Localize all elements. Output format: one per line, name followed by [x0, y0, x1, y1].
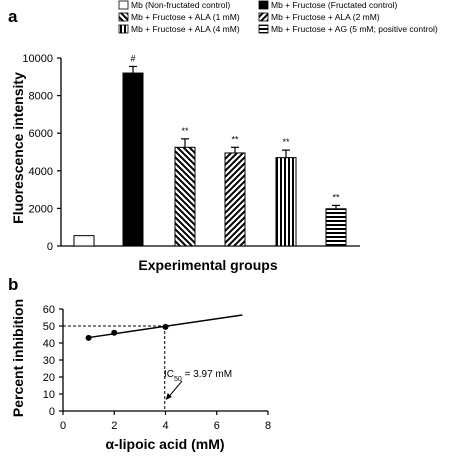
- panel-b-label: b: [8, 275, 18, 294]
- legend-label: Mb + Fructose (Fructated control): [271, 0, 398, 10]
- y-tick-label: 6000: [29, 128, 53, 140]
- legend-swatch: [258, 12, 269, 22]
- x-ticks: 0 2 4 6 8: [60, 411, 271, 432]
- x-axis-label: α-lipoic acid (mM): [105, 436, 224, 452]
- panel-a: a Mb (Non-fructated control) Mb + Fructos…: [8, 0, 438, 273]
- bars: # ** ** ** **: [73, 53, 347, 247]
- legend-label: Mb + Fructose + ALA (1 mM): [131, 12, 240, 22]
- y-tick-label: 8000: [29, 91, 53, 103]
- bar: [325, 208, 347, 247]
- data-point: [162, 323, 169, 330]
- y-tick-label: 4000: [29, 166, 53, 178]
- significance-marker: #: [130, 53, 135, 63]
- legend-swatch: [258, 24, 269, 34]
- plot-area: [63, 314, 243, 411]
- x-tick-label: 4: [162, 420, 168, 432]
- y-axis-label: Percent inhibition: [10, 299, 26, 417]
- ic50-arrowhead: [165, 393, 172, 400]
- significance-marker: **: [282, 137, 290, 147]
- data-point: [111, 329, 118, 336]
- legend: Mb (Non-fructated control) Mb + Fructose …: [118, 0, 438, 34]
- legend-label: Mb (Non-fructated control): [131, 0, 230, 10]
- legend-label: Mb + Fructose + ALA (4 mM): [131, 24, 240, 34]
- bar: [73, 235, 95, 247]
- y-ticks: 0 2000 4000 6000 8000 10000: [22, 53, 61, 253]
- y-tick-label: 50: [43, 321, 55, 333]
- ic50-annotation: IC50 = 3.97 mM: [164, 369, 232, 383]
- y-tick-label: 60: [43, 304, 55, 316]
- significance-marker: **: [181, 126, 189, 136]
- data-point: [85, 334, 92, 341]
- y-axis-label: Fluorescence intensity: [10, 72, 26, 224]
- significance-marker: **: [332, 192, 340, 202]
- ic50-arrow: [167, 380, 183, 399]
- y-tick-label: 30: [43, 355, 55, 367]
- ic50-subscript: 50: [174, 376, 182, 383]
- y-tick-label: 20: [43, 372, 55, 384]
- x-tick-label: 6: [214, 420, 220, 432]
- panel-b: b Percent inhibition 0 10 20 30 40 50 60 0 2 4 6 8…: [8, 275, 271, 452]
- y-tick-label: 40: [43, 338, 55, 350]
- y-tick-label: 2000: [29, 203, 53, 215]
- y-ticks: 0 10 20 30 40 50 60: [43, 304, 63, 418]
- bar: [174, 146, 196, 247]
- bar: [122, 72, 144, 247]
- x-tick-label: 2: [111, 420, 117, 432]
- legend-swatch: [258, 0, 269, 10]
- x-axis-label: Experimental groups: [138, 257, 277, 273]
- significance-marker: **: [231, 134, 239, 144]
- x-tick-label: 0: [60, 420, 66, 432]
- x-tick-label: 8: [265, 420, 271, 432]
- ic50-prefix: IC: [164, 369, 174, 380]
- legend-swatch: [118, 0, 129, 10]
- panel-a-label: a: [8, 7, 18, 26]
- legend-label: Mb + Fructose + AG (5 mM; positive contr…: [271, 24, 438, 34]
- y-tick-label: 10: [43, 389, 55, 401]
- ic50-suffix: = 3.97 mM: [182, 369, 232, 380]
- y-tick-label: 0: [47, 241, 53, 253]
- legend-label: Mb + Fructose + ALA (2 mM): [271, 12, 380, 22]
- bar: [224, 152, 246, 247]
- bar: [275, 157, 297, 247]
- legend-swatch: [118, 12, 129, 22]
- legend-swatch: [118, 24, 129, 34]
- y-tick-label: 10000: [22, 53, 53, 65]
- y-tick-label: 0: [49, 406, 55, 418]
